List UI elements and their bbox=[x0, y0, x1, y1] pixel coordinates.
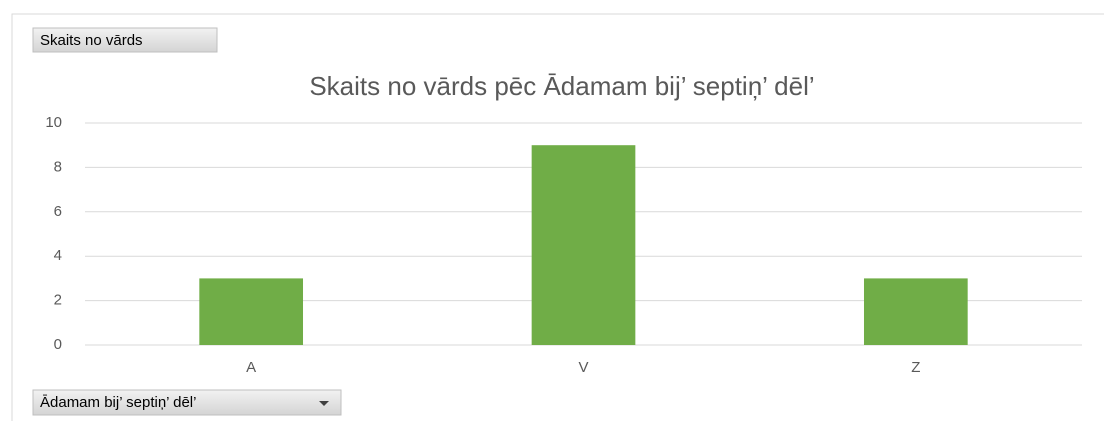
y-tick-label: 10 bbox=[45, 114, 62, 131]
field-button-label[interactable]: Skaits no vārds bbox=[40, 32, 143, 49]
x-tick-label: V bbox=[578, 359, 588, 376]
y-tick-label: 8 bbox=[54, 158, 62, 175]
dropdown-arrow[interactable] bbox=[319, 401, 329, 406]
y-tick-label: 6 bbox=[54, 203, 62, 220]
field-button[interactable] bbox=[32, 27, 218, 53]
field-button[interactable] bbox=[32, 389, 342, 416]
y-tick-label: 2 bbox=[54, 292, 62, 309]
field-button-label[interactable]: Ādamam bij’ septiņ’ dēl’ bbox=[40, 394, 196, 411]
y-tick-label: 0 bbox=[54, 336, 62, 353]
x-tick-label: A bbox=[246, 359, 256, 376]
bar bbox=[199, 278, 304, 345]
bar bbox=[863, 278, 968, 345]
bar bbox=[531, 145, 636, 345]
y-tick-label: 4 bbox=[54, 247, 62, 264]
x-tick-label: Z bbox=[911, 359, 920, 376]
chart-title: Skaits no vārds pēc Ādamam bij’ septiņ’ … bbox=[309, 71, 814, 101]
